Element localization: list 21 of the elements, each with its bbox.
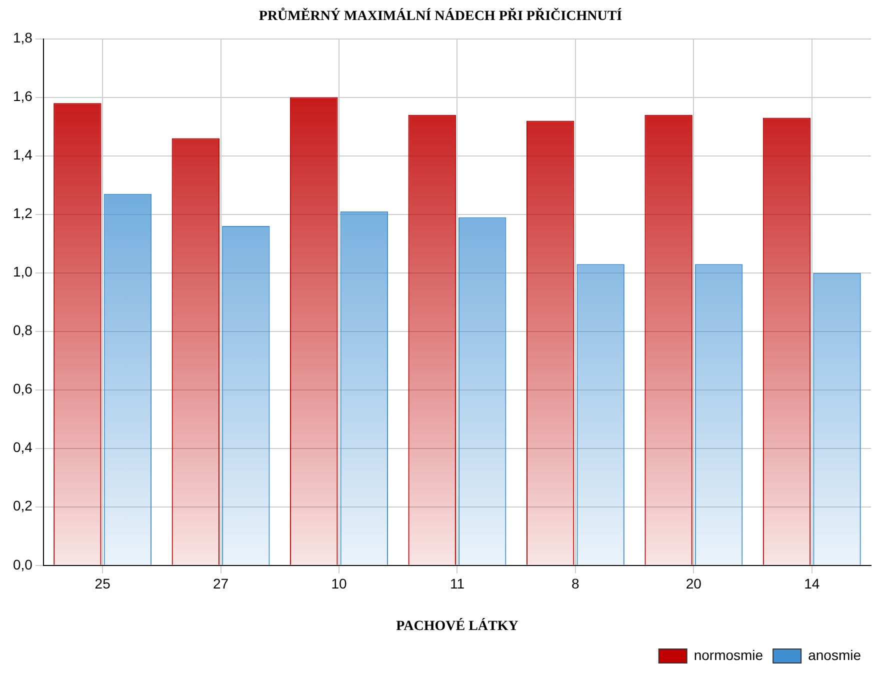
y-tick-label: 1,0 — [12, 264, 33, 280]
chart-title: PRŮMĚRNÝ MAXIMÁLNÍ NÁDECH PŘI PŘIČICHNUTÍ — [258, 7, 622, 24]
x-tick-label: 11 — [450, 576, 465, 592]
y-tick-label: 1,4 — [12, 146, 33, 163]
y-tick-label: 0,0 — [12, 556, 33, 572]
y-tick-label: 1,6 — [12, 88, 33, 104]
x-tick-label: 8 — [572, 576, 580, 592]
x-axis-title: PACHOVÉ LÁTKY — [396, 617, 518, 634]
x-tick-label: 27 — [213, 576, 229, 592]
y-tick-label: 1,2 — [12, 205, 33, 222]
y-tick-label: 0,4 — [12, 439, 33, 456]
x-tick-label: 20 — [686, 576, 702, 592]
x-tick-label: 14 — [804, 576, 820, 592]
x-tick-label: 10 — [331, 576, 348, 592]
x-tick-label: 25 — [94, 576, 111, 592]
legend-label: anosmie — [808, 646, 862, 663]
y-tick-label: 0,2 — [12, 498, 33, 514]
y-tick-label: 0,8 — [12, 322, 33, 338]
legend-label: normosmie — [694, 646, 764, 663]
y-tick-label: 0,6 — [12, 380, 33, 397]
y-tick-label: 1,8 — [12, 30, 33, 46]
